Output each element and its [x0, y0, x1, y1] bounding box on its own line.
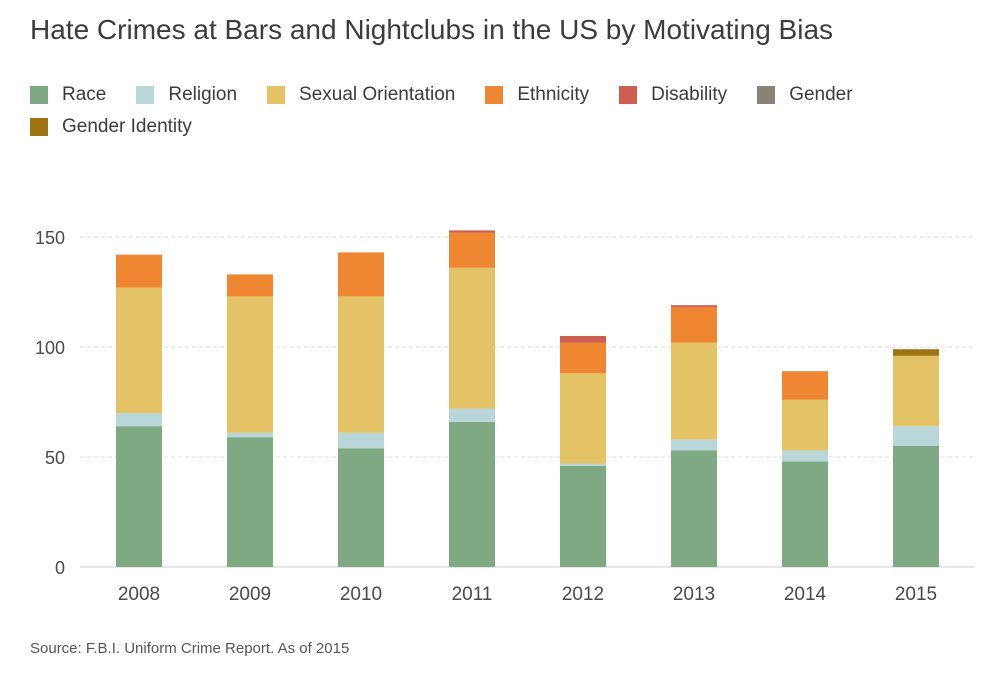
x-tick-label: 2011	[452, 584, 493, 605]
y-tick-label: 0	[55, 558, 65, 578]
chart-legend: Race Religion Sexual Orientation Ethnicity D…	[30, 84, 970, 138]
x-tick-label: 2008	[118, 584, 160, 605]
legend-item: Disability	[619, 84, 727, 106]
legend-swatch	[757, 86, 776, 104]
bar-segment	[116, 413, 162, 427]
legend-label: Race	[62, 84, 107, 105]
legend-swatch	[136, 86, 155, 104]
x-tick-label: 2013	[673, 584, 715, 605]
bar-segment	[671, 450, 717, 567]
bar-segment	[560, 463, 606, 466]
bar-segment	[449, 421, 495, 567]
bar-segment	[560, 342, 606, 374]
legend-item: Gender	[757, 84, 853, 106]
bar-segment	[782, 371, 828, 400]
bar-segment	[671, 342, 717, 440]
legend-label: Gender Identity	[62, 116, 192, 137]
bar-segment	[560, 465, 606, 567]
legend-item: Ethnicity	[485, 84, 589, 106]
bar-segment	[671, 439, 717, 451]
legend-swatch	[30, 118, 48, 136]
bar-segment	[671, 305, 717, 308]
bar-segment	[449, 230, 495, 233]
bar-segment	[893, 355, 939, 427]
legend-item: Gender Identity	[30, 116, 192, 138]
legend-label: Ethnicity	[517, 84, 590, 105]
bar-segment	[560, 336, 606, 343]
x-tick-label: 2012	[562, 584, 604, 605]
y-tick-label: 150	[35, 228, 65, 248]
legend-label: Gender	[789, 84, 853, 105]
bar-segment	[449, 408, 495, 422]
bar-segment	[782, 399, 828, 451]
bar-segment	[227, 274, 273, 297]
stacked-bar-chart: 0 50 100 150 2008 2009 2010 2011 2012 2013 2014 201…	[35, 228, 975, 605]
bar-segment	[338, 296, 384, 433]
legend-item: Sexual Orientation	[267, 84, 455, 106]
bar-segment	[782, 461, 828, 567]
bar-segment	[893, 426, 939, 446]
bar-segment	[893, 446, 939, 567]
chart-title: Hate Crimes at Bars and Nightclubs in th…	[30, 14, 834, 45]
y-tick-label: 100	[35, 338, 65, 358]
bar-segment	[116, 254, 162, 288]
legend-swatch	[267, 86, 286, 104]
bar-segment	[116, 287, 162, 413]
bar-segment	[227, 437, 273, 567]
source-note: Source: F.B.I. Uniform Crime Report. As …	[30, 640, 350, 657]
x-tick-label: 2010	[340, 584, 382, 605]
bar-segment	[227, 432, 273, 438]
x-tick-label: 2014	[784, 584, 827, 605]
bar-segment	[560, 373, 606, 464]
legend-item: Religion	[136, 84, 237, 106]
legend-swatch	[619, 86, 638, 104]
legend-label: Sexual Orientation	[299, 84, 456, 105]
x-tick-label: 2009	[229, 584, 271, 605]
legend-swatch	[30, 86, 48, 104]
legend-swatch	[485, 86, 504, 104]
legend-label: Religion	[168, 84, 238, 105]
bar-segment	[338, 448, 384, 567]
legend-label: Disability	[651, 84, 728, 105]
bar-segment	[338, 252, 384, 297]
bar-segment	[338, 432, 384, 449]
bar-segment	[116, 426, 162, 567]
bar-segment	[227, 296, 273, 433]
bar-segment	[782, 450, 828, 462]
x-tick-label: 2015	[895, 584, 937, 605]
bar-segment	[893, 349, 939, 356]
y-tick-label: 50	[45, 448, 65, 468]
bar-segment	[449, 267, 495, 409]
bar-segment	[449, 232, 495, 268]
bar-segment	[671, 307, 717, 343]
legend-item: Race	[30, 84, 106, 106]
